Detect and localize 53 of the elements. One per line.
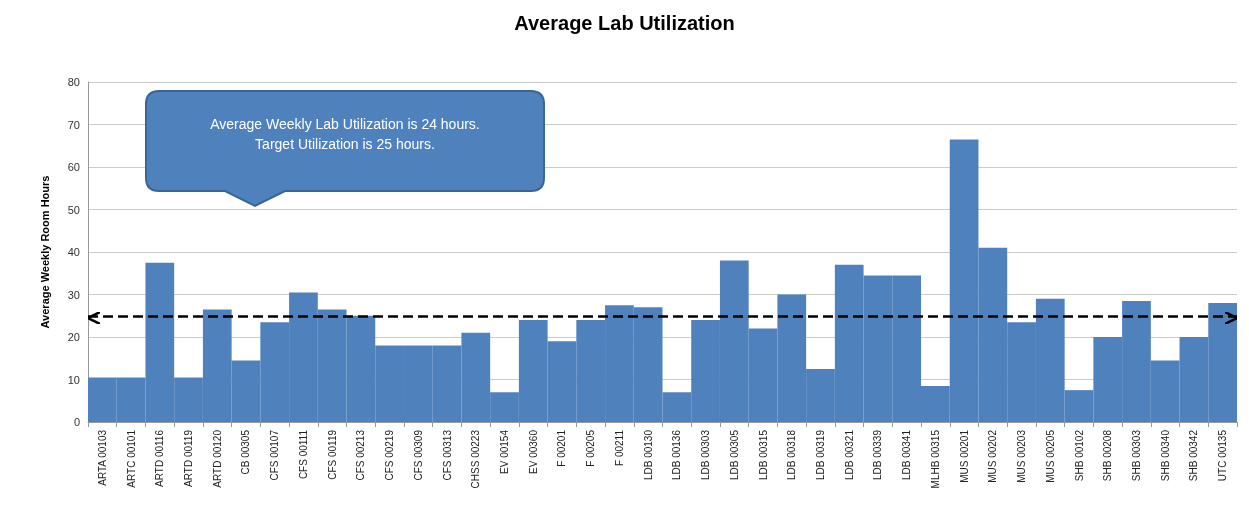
x-tick-label: CFS 00119 (326, 429, 338, 480)
x-tick-label: LDB 00341 (901, 429, 913, 481)
y-tick-label: 60 (67, 161, 80, 173)
x-tick-label: MUS 00203 (1016, 429, 1028, 483)
x-tick-label: MLHB 00315 (929, 429, 941, 489)
x-tick-label: CFS 00309 (412, 429, 424, 481)
y-tick-label: 40 (67, 246, 80, 258)
x-tick-label: LDB 00339 (872, 429, 884, 481)
x-tick-label: ARTD 00116 (154, 429, 166, 487)
x-tick-label: LDB 00136 (671, 429, 683, 481)
x-tick-label: ARTD 00119 (183, 429, 195, 487)
x-tick-label: MUS 00205 (1044, 429, 1056, 483)
y-tick-label: 80 (67, 76, 80, 88)
y-tick-label: 10 (67, 373, 80, 386)
x-tick-label: SHB 00303 (1130, 429, 1142, 482)
x-tick-label: LDB 00319 (814, 429, 826, 481)
x-tick-label: LDB 00303 (700, 429, 712, 481)
x-tick-label: SHB 00208 (1102, 429, 1114, 482)
x-tick-label: CFS 00219 (384, 429, 396, 481)
x-tick-label: CFS 00213 (355, 429, 367, 481)
x-tick-label: ARTC 00101 (125, 429, 137, 488)
x-tick-label: EV 00154 (499, 429, 511, 474)
x-tick-label: F 00205 (585, 429, 597, 467)
y-tick-label: 70 (67, 118, 80, 131)
y-tick-label: 20 (67, 331, 80, 343)
x-tick-label: MUS 00201 (958, 429, 970, 483)
x-tick-label: LDB 00318 (786, 429, 798, 481)
x-tick-label: ARTA 00103 (96, 429, 108, 486)
annotation: Average Weekly Lab Utilization is 24 hours. Target Utilization is 25 hours. (209, 115, 481, 154)
y-axis-title: Average Weekly Room Hours (38, 175, 51, 329)
x-tick-label: ARTD 00120 (211, 429, 223, 488)
x-tick-label: LDB 00130 (642, 429, 654, 481)
y-tick-label: 50 (67, 203, 80, 216)
x-tick-label: SHB 00102 (1073, 429, 1085, 482)
y-tick-label: 30 (67, 288, 80, 301)
x-tick-label: CHSS 00223 (470, 429, 482, 489)
x-tick-label: MUS 00202 (987, 429, 999, 483)
y-tick-label: 0 (73, 416, 80, 428)
x-tick-label: SHB 00340 (1159, 429, 1171, 482)
chart-title: Average Lab Utilization (514, 12, 735, 34)
x-tick-label: SHB 00342 (1188, 429, 1200, 482)
x-tick-label: UTC 00135 (1217, 429, 1229, 482)
x-tick-label: CFS 00107 (269, 429, 281, 481)
x-tick-label: F 00211 (613, 429, 625, 466)
x-tick-label: CB 00305 (240, 429, 252, 475)
x-tick-label: CFS 00111 (297, 429, 309, 480)
x-tick-label: F 00201 (556, 429, 568, 467)
speech-bubble: Average Weekly Lab Utilization is 24 hours. Target Utilization is 25 hours. (145, 90, 545, 208)
x-tick-label: LDB 00315 (757, 429, 769, 481)
x-tick-label: CFS 00313 (441, 429, 453, 481)
x-tick-label: EV 00360 (527, 429, 539, 474)
x-tick-label: LDB 00305 (728, 429, 740, 481)
x-tick-label: LDB 00321 (843, 429, 855, 481)
